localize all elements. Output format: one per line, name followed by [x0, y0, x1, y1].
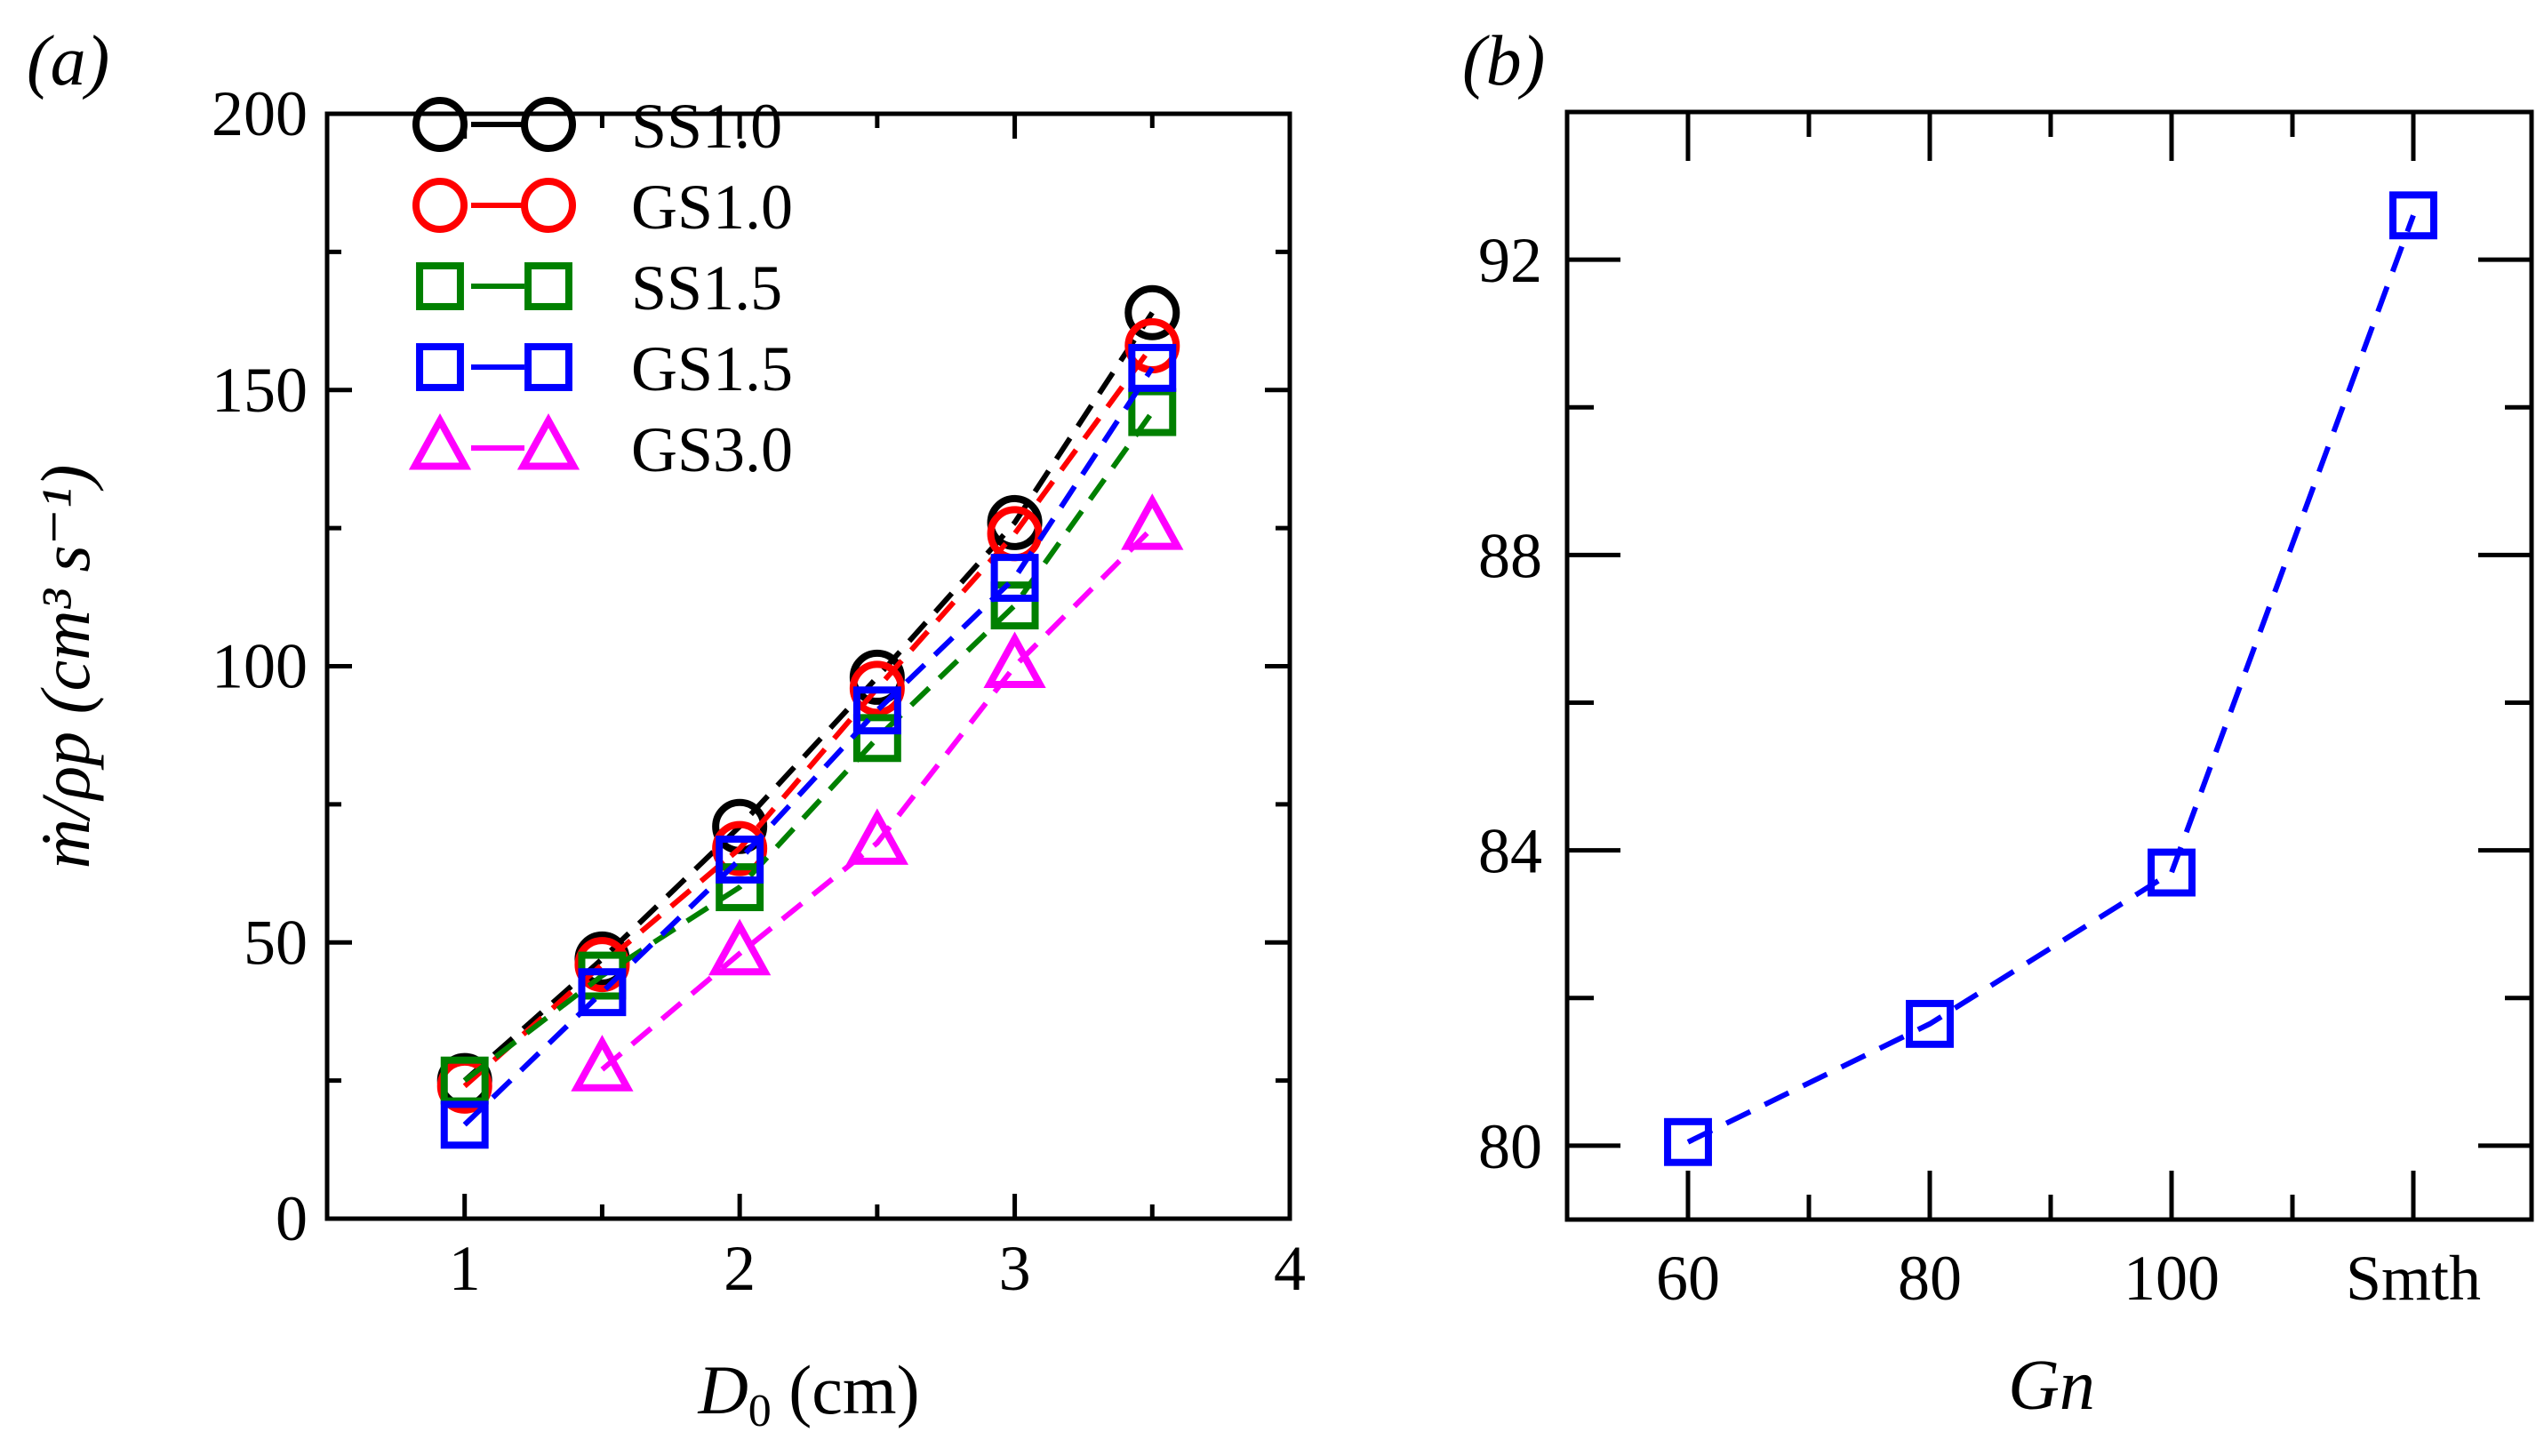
- square-marker: [1128, 388, 1177, 436]
- square-marker: [716, 836, 764, 884]
- x-tick-label: 60: [1656, 1243, 1720, 1314]
- panel-b-label: (b): [1462, 22, 1545, 100]
- triangle-marker: [983, 631, 1046, 689]
- square-marker: [524, 343, 572, 391]
- legend-item: SS1.0: [412, 91, 782, 162]
- triangle-marker: [1121, 493, 1184, 550]
- square-marker: [852, 714, 901, 763]
- square-marker: [1128, 343, 1177, 392]
- panel-a: 0 50 100 150 200 1 2 3 4 SS1.0 GS1.0 SS1.5 GS1.5 GS3…: [27, 78, 1306, 1436]
- panel-a-label: (a): [27, 22, 109, 100]
- circle-marker: [987, 506, 1043, 562]
- x-axis-label-b: Gn: [2008, 1347, 2095, 1425]
- square-marker: [2389, 191, 2437, 240]
- circle-marker: [849, 660, 905, 716]
- circle-marker: [712, 820, 768, 876]
- square-marker: [1664, 1117, 1712, 1166]
- y-tick-label: 0: [276, 1183, 308, 1254]
- x-tick-label: 4: [1274, 1233, 1306, 1304]
- legend-item: SS1.5: [416, 252, 782, 324]
- triangle-marker: [408, 412, 472, 470]
- y-tick-label: 200: [212, 78, 308, 149]
- square-marker: [578, 968, 627, 1017]
- series-ss1-5: [440, 388, 1177, 1105]
- series-line: [462, 311, 1155, 1083]
- triangle-marker: [571, 1035, 634, 1092]
- x-tick-label: 1: [449, 1233, 481, 1304]
- square-marker: [2148, 848, 2196, 897]
- square-marker: [416, 343, 464, 391]
- x-tick-label: 80: [1898, 1243, 1962, 1314]
- series-gn: [1664, 191, 2437, 1166]
- legend-label: SS1.5: [631, 252, 782, 324]
- series-line: [1686, 214, 2416, 1145]
- square-marker: [440, 1100, 489, 1149]
- series-ss1-0: [436, 284, 1180, 1108]
- legend-label: GS1.5: [631, 333, 793, 404]
- triangle-marker: [708, 918, 772, 976]
- x-tick-label: Smth: [2346, 1243, 2481, 1314]
- legend-item: GS3.0: [408, 412, 793, 485]
- panel-b: 80 84 88 92 60 80 100 Smth Gn: [1478, 109, 2534, 1425]
- series-line: [462, 366, 1155, 1127]
- y-tick-label: 84: [1478, 816, 1542, 887]
- legend-label: GS1.0: [631, 172, 793, 243]
- x-tick-label: 2: [724, 1233, 756, 1304]
- circle-marker: [412, 178, 468, 233]
- circle-marker: [574, 937, 630, 993]
- y-tick-label: 88: [1478, 520, 1542, 591]
- legend-item: GS1.0: [412, 172, 793, 243]
- circle-marker: [412, 97, 468, 152]
- x-axis-label: D0 (cm): [697, 1351, 919, 1436]
- legend-item: GS1.5: [416, 333, 793, 404]
- series-gs1-5: [440, 343, 1177, 1149]
- square-marker: [1906, 999, 1954, 1048]
- y-tick-label: 100: [212, 631, 308, 702]
- circle-marker: [1124, 284, 1180, 340]
- triangle-marker: [516, 412, 580, 470]
- y-tick-label: 80: [1478, 1111, 1542, 1182]
- series-line: [462, 410, 1155, 1084]
- circle-marker: [521, 97, 576, 152]
- x-tick-label: 100: [2124, 1243, 2220, 1314]
- square-marker: [416, 262, 464, 310]
- square-marker: [990, 554, 1039, 603]
- x-tick-label: 3: [999, 1233, 1031, 1304]
- square-marker: [716, 863, 764, 912]
- y-tick-label: 50: [244, 907, 308, 978]
- series-gs3-0: [571, 493, 1184, 1092]
- square-marker: [990, 581, 1039, 630]
- square-marker: [852, 686, 901, 735]
- y-axis-label: ṁ/ρp (cm³ s⁻¹): [27, 465, 104, 869]
- y-tick-label: 92: [1478, 225, 1542, 296]
- series-line: [600, 526, 1155, 1072]
- triangle-marker: [845, 808, 908, 865]
- square-marker: [524, 262, 572, 310]
- legend-label: GS3.0: [631, 414, 793, 485]
- legend: SS1.0 GS1.0 SS1.5 GS1.5 GS3.0: [408, 91, 793, 485]
- y-tick-label: 150: [212, 355, 308, 426]
- legend-label: SS1.0: [631, 91, 782, 162]
- circle-marker: [521, 178, 576, 233]
